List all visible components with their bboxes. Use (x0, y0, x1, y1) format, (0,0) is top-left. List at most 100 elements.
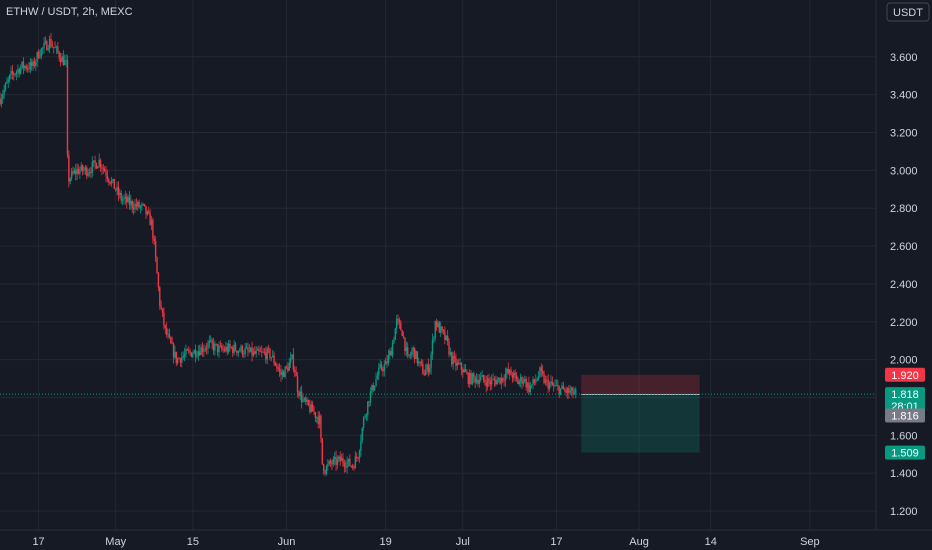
currency-button-label: USDT (893, 7, 923, 19)
take-profit-badge-bg (885, 445, 925, 460)
candle-body (54, 47, 56, 49)
candle-body (429, 368, 431, 373)
candle-body (529, 385, 531, 393)
candle-body (126, 196, 128, 203)
candle-body (356, 456, 358, 458)
candle-body (238, 350, 241, 352)
candle-body (541, 370, 544, 374)
candle-body (464, 369, 467, 372)
candle-body (561, 385, 563, 389)
take-profit-zone[interactable] (581, 394, 700, 453)
candle-body (55, 46, 58, 48)
time-tick-label: Sep (800, 536, 820, 548)
candle-body (292, 354, 295, 370)
stop-loss-zone[interactable] (581, 374, 700, 395)
candle-body (550, 381, 552, 384)
candle-body (281, 371, 284, 376)
candle-body (255, 350, 257, 354)
currency-button[interactable]: USDT (886, 2, 930, 22)
candle-body (405, 347, 408, 352)
candle-body (207, 343, 209, 349)
candle-body (507, 368, 509, 374)
candle-body (109, 181, 111, 184)
candle-body (119, 192, 121, 195)
candle-body (7, 79, 9, 82)
candle-body (557, 385, 559, 387)
price-tick-label: 1.200 (890, 506, 918, 518)
candle-body (564, 389, 566, 391)
candle-body (22, 61, 25, 69)
candle-body (481, 375, 483, 377)
candle-body (566, 388, 569, 393)
candle-body (159, 287, 161, 306)
candle-body (57, 46, 59, 53)
candle-body (412, 347, 414, 352)
candle-body (526, 382, 529, 388)
candle-body (517, 378, 519, 385)
candle-body (44, 41, 47, 43)
candle-body (229, 343, 231, 348)
candle-body (110, 180, 113, 184)
candle-body (88, 172, 91, 174)
candle-body (8, 75, 11, 80)
time-axis-panel[interactable] (0, 530, 876, 550)
take-profit-badge-text-0: 1.509 (891, 448, 919, 460)
candle-body (99, 159, 102, 168)
candle-body (383, 364, 385, 372)
candle-body (178, 358, 180, 360)
candle-body (390, 350, 392, 356)
candle-body (415, 351, 417, 360)
candle-body (150, 219, 153, 226)
candle-body (400, 322, 402, 331)
candle-body (294, 369, 296, 372)
candle-body (551, 381, 554, 385)
short-position-tool[interactable] (581, 374, 700, 453)
candle-body (508, 369, 511, 374)
candle-body (117, 186, 120, 195)
candle-body (72, 171, 74, 174)
candle-body (444, 331, 446, 340)
candle-body (249, 347, 252, 352)
candle-body (187, 350, 190, 352)
candle-body (327, 464, 329, 467)
candle-body (441, 326, 443, 330)
candle-body (203, 350, 205, 352)
candle-body (247, 347, 249, 351)
candle-body (558, 386, 560, 395)
candle-body (128, 196, 131, 205)
price-tick-label: 2.200 (890, 317, 918, 329)
candle-body (491, 379, 493, 385)
candle-body (48, 38, 51, 49)
candle-body (77, 168, 80, 174)
candle-body (373, 385, 376, 390)
candle-body (395, 318, 398, 329)
candle-body (11, 70, 14, 74)
candle-body (137, 202, 139, 207)
candle-body (21, 61, 23, 68)
candle-body (471, 373, 474, 384)
candle-body (183, 354, 186, 356)
candle-body (371, 384, 373, 392)
candle-body (194, 350, 197, 357)
candle-body (339, 456, 341, 462)
candle-body (204, 348, 206, 351)
candle-body (435, 321, 438, 328)
candle-body (210, 339, 212, 341)
candle-body (120, 192, 122, 201)
candle-body (237, 350, 239, 354)
candle-body (143, 203, 146, 206)
stop-loss-badge: 1.920 (885, 367, 925, 382)
candle-body (511, 375, 514, 378)
candle-body (493, 379, 496, 381)
candle-body (215, 343, 217, 345)
candle-body (411, 351, 413, 356)
take-profit-badge: 1.509 (885, 445, 925, 460)
time-tick-label: 15 (187, 536, 199, 548)
candle-body (175, 351, 178, 364)
chart-grid (0, 0, 876, 530)
candle-body (524, 378, 526, 382)
candle-body (168, 334, 171, 338)
candle-body (562, 385, 565, 390)
candle-body (58, 52, 60, 59)
